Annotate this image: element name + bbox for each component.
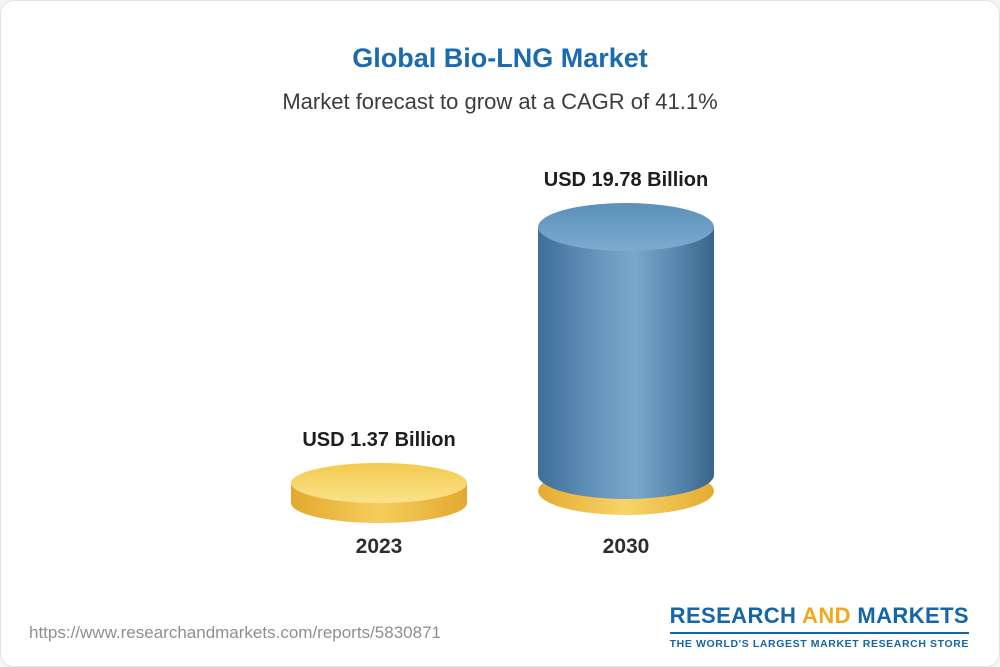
bar-2023-cylinder [291, 463, 467, 530]
logo-wordmark: RESEARCH AND MARKETS [670, 603, 969, 629]
bar-2030-cylinder [538, 203, 714, 522]
page-subtitle: Market forecast to grow at a CAGR of 41.… [282, 89, 718, 114]
category-label-2030: 2030 [602, 535, 650, 558]
logo-word-research: RESEARCH [669, 603, 797, 628]
bar-2023-cylinder-svg [291, 463, 467, 523]
logo-word-and: AND [802, 603, 851, 628]
logo-divider [669, 632, 969, 634]
research-and-markets-logo: RESEARCH AND MARKETS THE WORLD'S LARGEST… [669, 603, 969, 650]
category-label-2023: 2023 [355, 535, 403, 558]
value-label-2030: USD 19.78 Billion [543, 169, 709, 191]
page-title: Global Bio-LNG Market [352, 43, 648, 73]
report-url: https://www.researchandmarkets.com/repor… [29, 623, 441, 642]
logo-word-markets: MARKETS [857, 603, 969, 628]
bar-2030-cylinder-svg [538, 203, 714, 515]
logo-tagline: THE WORLD'S LARGEST MARKET RESEARCH STOR… [669, 638, 969, 650]
value-label-2023: USD 1.37 Billion [302, 429, 456, 451]
